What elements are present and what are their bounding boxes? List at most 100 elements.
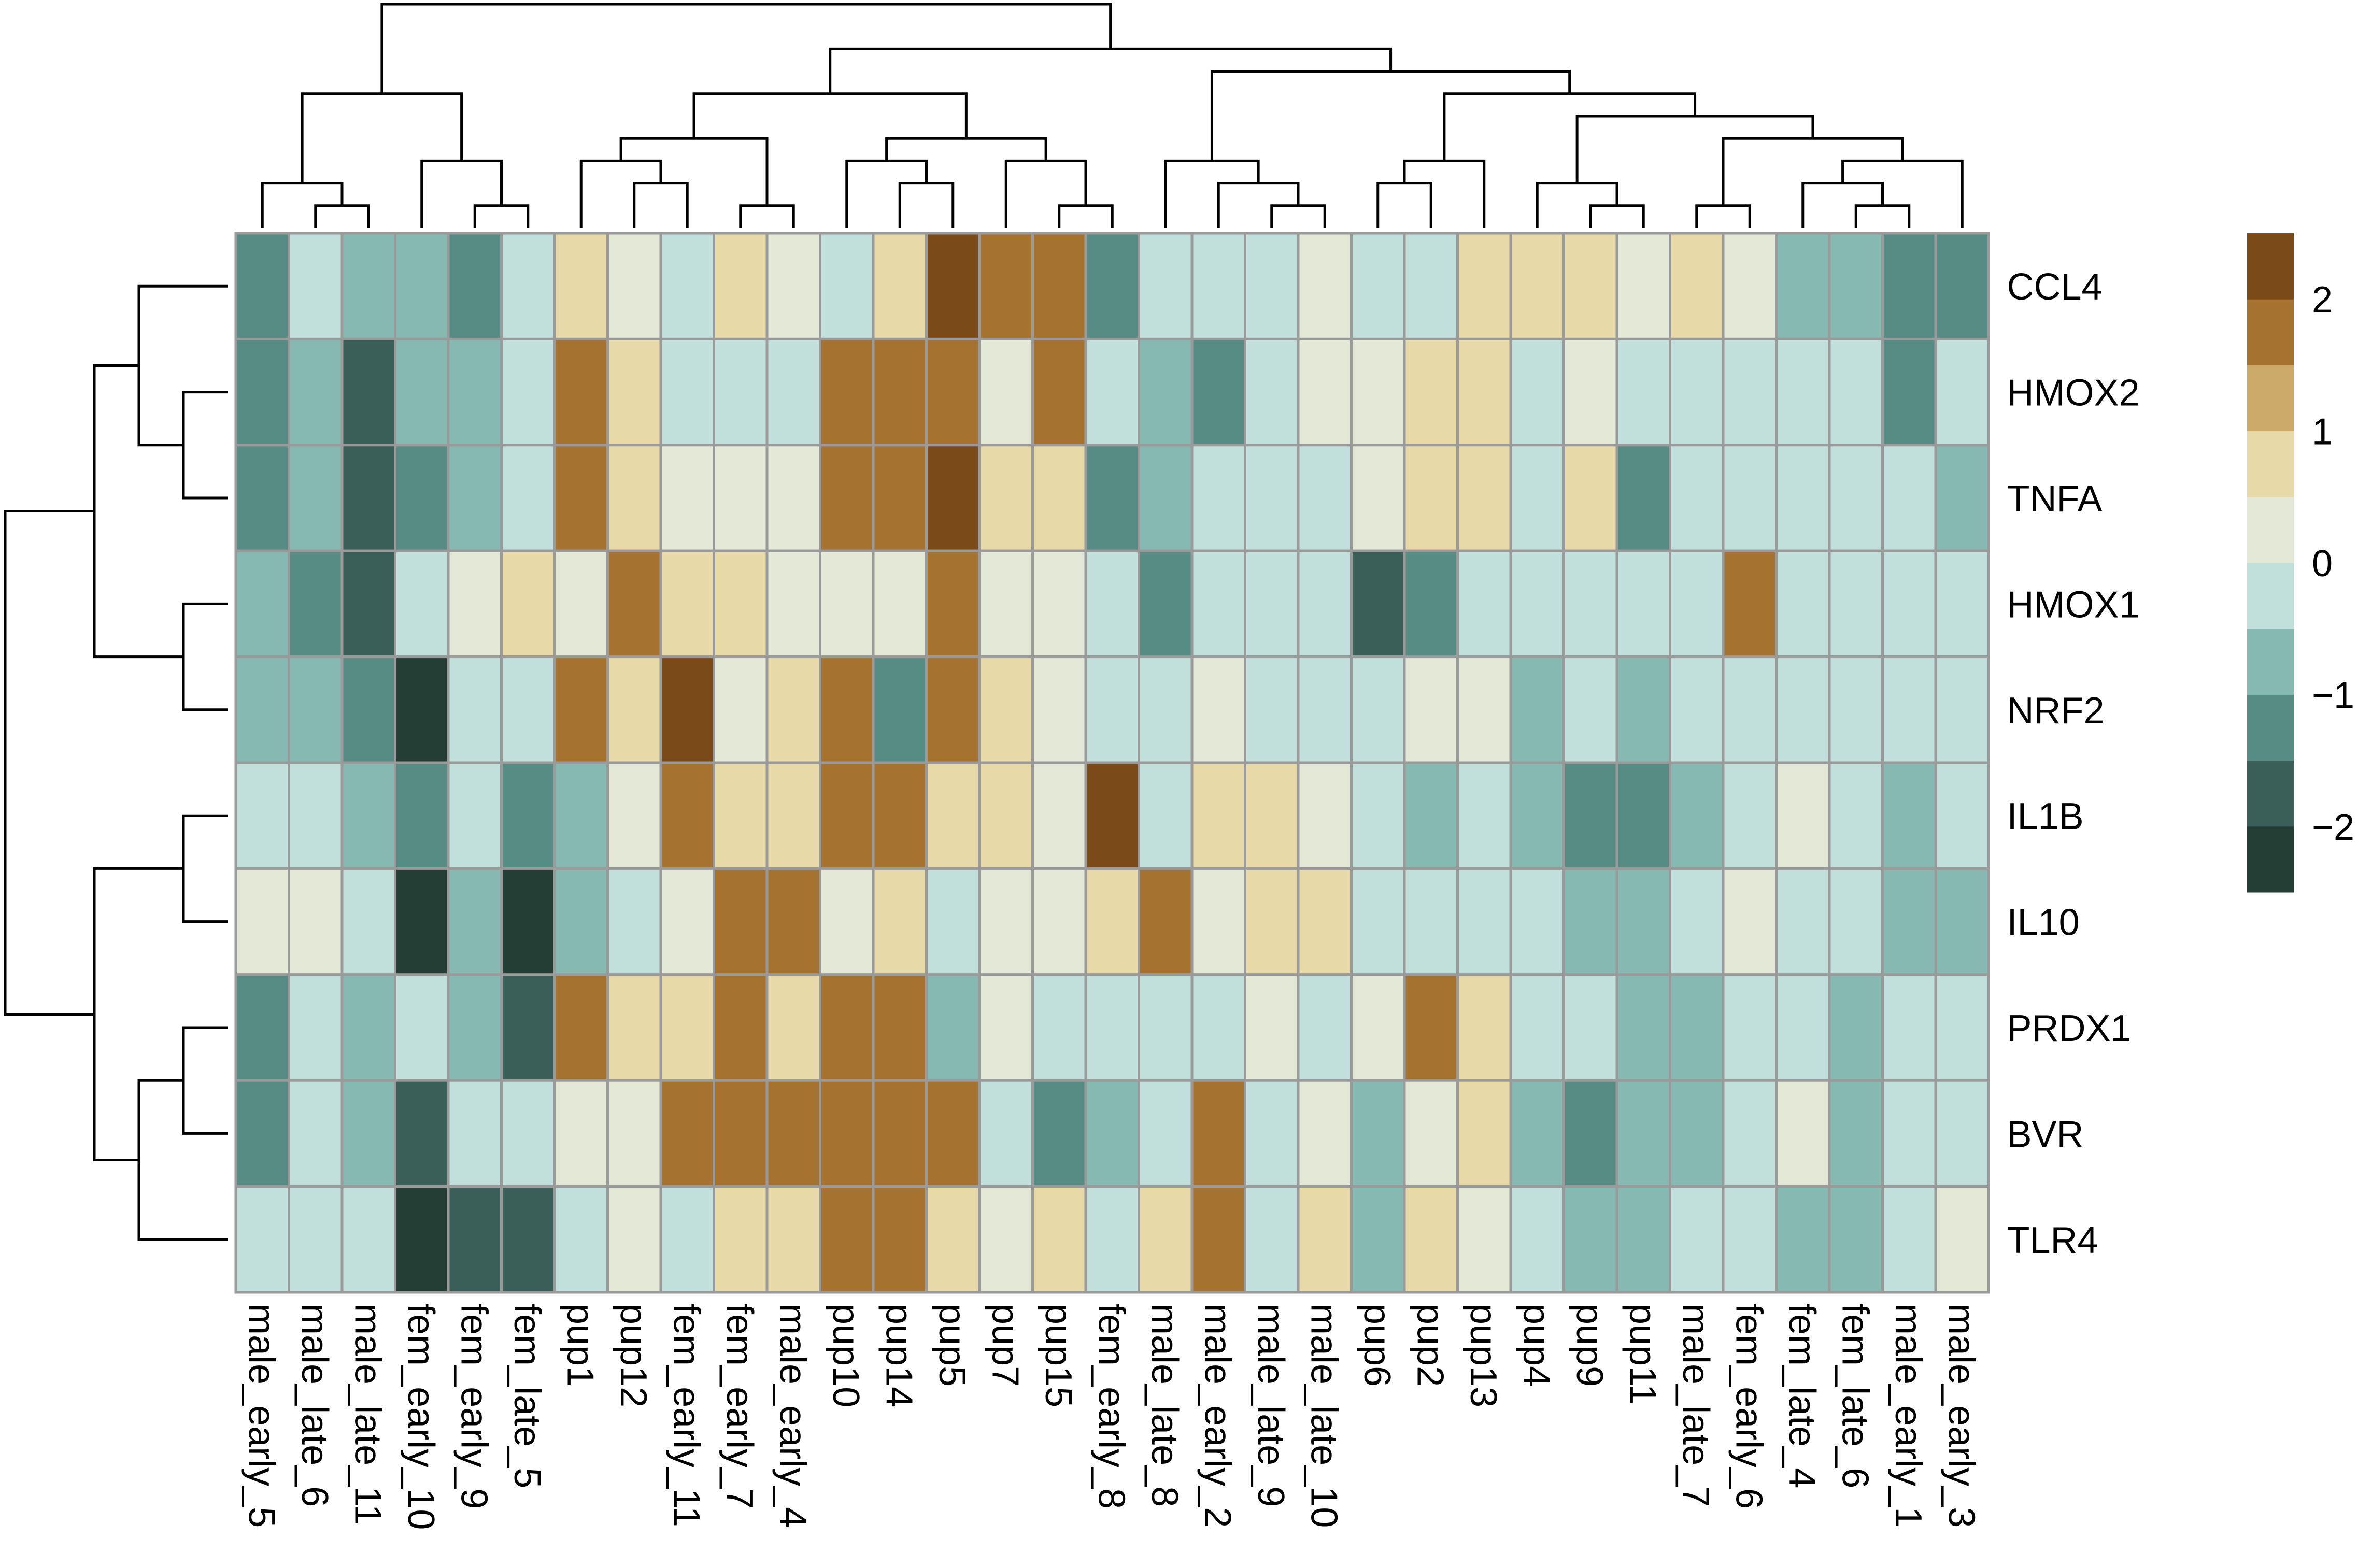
column-dendrogram-branch <box>380 3 1112 94</box>
heatmap-cell-IL1B-male_early_3 <box>1934 761 1990 870</box>
column-label: male_early_3 <box>1940 1304 1982 1528</box>
column-dendrogram-branch <box>1164 159 1260 228</box>
heatmap-cell-HMOX2-pup15 <box>1031 337 1087 447</box>
legend-swatch <box>2247 563 2294 629</box>
heatmap-cell-BVR-male_late_7 <box>1669 1079 1725 1188</box>
heatmap-cell-NRF2-pup10 <box>819 655 875 764</box>
column-dendrogram-branch <box>1854 204 1911 228</box>
row-labels: CCL4 HMOX2 TNFA HMOX1 NRF2 IL1B IL10 PRDX1 BVR TL… <box>2007 266 2140 1261</box>
heatmap-cell-IL1B-pup15 <box>1031 761 1087 870</box>
heatmap-cell-BVR-pup14 <box>872 1079 928 1188</box>
heatmap-cell-HMOX2-pup1 <box>553 337 609 447</box>
column-dendrogram-branch <box>619 137 769 206</box>
heatmap-cell-BVR-pup2 <box>1403 1079 1459 1188</box>
heatmap-cell-PRDX1-pup12 <box>606 973 662 1082</box>
column-dendrogram-branch <box>845 159 928 228</box>
heatmap-cell-TNFA-fem_early_10 <box>394 444 450 552</box>
heatmap-cell-TNFA-fem_late_6 <box>1828 444 1884 552</box>
heatmap-cell-NRF2-fem_late_6 <box>1828 655 1884 764</box>
column-dendrogram-branch <box>1058 204 1114 228</box>
heatmap-cell-CCL4-pup11 <box>1615 232 1671 340</box>
heatmap-cell-TNFA-fem_early_6 <box>1722 444 1778 552</box>
heatmap-cell-NRF2-pup1 <box>553 655 609 764</box>
heatmap-cell-HMOX1-pup12 <box>606 549 662 659</box>
heatmap-cell-HMOX2-male_early_1 <box>1881 337 1937 447</box>
heatmap-cell-CCL4-fem_late_6 <box>1828 232 1884 340</box>
heatmap-cell-HMOX1-pup5 <box>925 549 981 659</box>
column-dendrogram-branch <box>579 159 662 228</box>
heatmap-cell-NRF2-pup15 <box>1031 655 1087 764</box>
heatmap-cell-IL10-fem_early_8 <box>1084 867 1140 976</box>
column-label: male_late_8 <box>1144 1304 1185 1507</box>
heatmap-cell-NRF2-pup14 <box>872 655 928 764</box>
heatmap-cell-IL1B-fem_early_9 <box>447 761 503 870</box>
column-label: pup14 <box>878 1304 919 1407</box>
heatmap-cell-BVR-fem_early_11 <box>659 1079 715 1188</box>
heatmap-cell-TNFA-fem_early_7 <box>713 444 769 552</box>
heatmap-cell-PRDX1-pup10 <box>819 973 875 1082</box>
heatmap-cell-HMOX1-pup2 <box>1403 549 1459 659</box>
heatmap-cell-NRF2-male_early_3 <box>1934 655 1990 764</box>
heatmap-cell-TNFA-pup15 <box>1031 444 1087 552</box>
column-dendrogram-branch <box>1004 159 1087 228</box>
heatmap-cell-HMOX1-pup13 <box>1456 549 1512 659</box>
column-label: fem_early_10 <box>400 1304 442 1530</box>
heatmap-cell-TLR4-male_late_11 <box>340 1185 396 1294</box>
heatmap-cell-IL1B-fem_early_11 <box>659 761 715 870</box>
heatmap-cell-TNFA-pup2 <box>1403 444 1459 552</box>
heatmap-cell-TLR4-fem_late_4 <box>1775 1185 1831 1294</box>
heatmap-cell-HMOX1-fem_late_6 <box>1828 549 1884 659</box>
heatmap-cell-BVR-fem_early_10 <box>394 1079 450 1188</box>
column-label: male_early_4 <box>772 1304 813 1528</box>
column-dendrogram-branch <box>314 204 370 228</box>
heatmap-cell-BVR-male_early_2 <box>1190 1079 1246 1188</box>
heatmap-cell-TNFA-pup5 <box>925 444 981 552</box>
heatmap-cell-TLR4-male_late_6 <box>288 1185 344 1294</box>
row-label: PRDX1 <box>2007 1008 2132 1049</box>
heatmap-cell-PRDX1-pup11 <box>1615 973 1671 1082</box>
row-dendrogram-branch <box>182 391 228 500</box>
heatmap-cell-CCL4-male_early_1 <box>1881 232 1937 340</box>
row-dendrogram-branch <box>4 510 94 1016</box>
legend-swatch <box>2247 694 2294 761</box>
heatmap-cell-IL10-pup4 <box>1509 867 1565 976</box>
heatmap-cell-HMOX1-fem_late_4 <box>1775 549 1831 659</box>
heatmap-cell-NRF2-pup12 <box>606 655 662 764</box>
heatmap-cell-IL10-pup10 <box>819 867 875 976</box>
heatmap-cell-NRF2-fem_early_10 <box>394 655 450 764</box>
heatmap-cell-HMOX1-male_late_9 <box>1244 549 1300 659</box>
heatmap-cell-IL1B-male_late_9 <box>1244 761 1300 870</box>
heatmap-cell-CCL4-fem_early_10 <box>394 232 450 340</box>
heatmap-cell-IL10-pup5 <box>925 867 981 976</box>
heatmap-cell-HMOX2-pup7 <box>978 337 1034 447</box>
heatmap-cell-IL10-male_early_5 <box>234 867 290 976</box>
heatmap-cell-PRDX1-male_early_5 <box>234 973 290 1082</box>
heatmap-cell-TNFA-pup14 <box>872 444 928 552</box>
heatmap-cell-TLR4-fem_early_9 <box>447 1185 503 1294</box>
heatmap-cell-IL1B-fem_late_4 <box>1775 761 1831 870</box>
heatmap-cell-HMOX2-male_late_10 <box>1297 337 1353 447</box>
heatmap-cell-NRF2-fem_early_7 <box>713 655 769 764</box>
heatmap-cell-HMOX1-male_late_7 <box>1669 549 1725 659</box>
heatmap-cell-IL10-pup7 <box>978 867 1034 976</box>
column-dendrogram-branch <box>633 182 689 228</box>
heatmap-cell-BVR-pup4 <box>1509 1079 1565 1188</box>
heatmap-cell-HMOX2-male_late_9 <box>1244 337 1300 447</box>
heatmap-cell-HMOX1-pup14 <box>872 549 928 659</box>
row-dendrogram-branch <box>182 1026 228 1135</box>
heatmap-cell-TLR4-male_early_1 <box>1881 1185 1937 1294</box>
heatmap-cell-TNFA-male_late_8 <box>1138 444 1194 552</box>
heatmap-cell-PRDX1-fem_late_6 <box>1828 973 1884 1082</box>
heatmap-cell-HMOX2-male_late_7 <box>1669 337 1725 447</box>
heatmap-cell-TLR4-male_late_10 <box>1297 1185 1353 1294</box>
column-label: male_late_6 <box>294 1304 335 1507</box>
heatmap-cell-BVR-pup6 <box>1350 1079 1406 1188</box>
heatmap-cell-PRDX1-male_late_8 <box>1138 973 1194 1082</box>
legend-swatch <box>2247 496 2294 563</box>
column-label: pup9 <box>1569 1304 1610 1387</box>
column-label: male_late_11 <box>347 1304 388 1525</box>
heatmap-cell-TLR4-pup4 <box>1509 1185 1565 1294</box>
column-dendrogram-branch <box>739 204 795 228</box>
heatmap-cell-BVR-fem_late_4 <box>1775 1079 1831 1188</box>
